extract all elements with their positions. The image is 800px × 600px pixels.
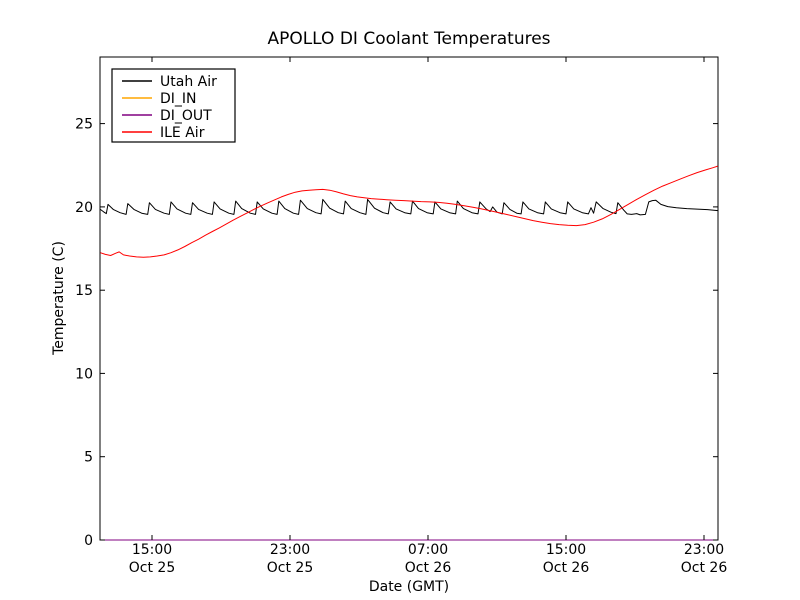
y-tick-label: 5: [84, 450, 93, 466]
x-axis-ticks: [151, 57, 705, 540]
y-tick-label: 0: [84, 533, 93, 549]
y-axis-title: Temperature (C): [51, 241, 67, 356]
legend-label-utah-air: Utah Air: [160, 74, 217, 90]
y-tick-label: 10: [75, 366, 93, 382]
x-tick-time: 07:00: [408, 542, 448, 558]
chart-title: APOLLO DI Coolant Temperatures: [267, 29, 550, 49]
legend-label-di-out: DI_OUT: [160, 108, 212, 124]
y-axis-tick-labels: 0 5 10 15 20 25: [75, 117, 93, 549]
series-line-ile-air: [100, 165, 718, 258]
y-axis-ticks: [100, 123, 718, 541]
x-tick-time: 15:00: [132, 542, 172, 558]
x-tick-date: Oct 26: [543, 560, 590, 576]
x-tick-date: Oct 25: [129, 560, 175, 576]
x-tick-date: Oct 26: [405, 560, 452, 576]
series-line-utah-air: [100, 198, 718, 216]
x-tick-date: Oct 26: [681, 560, 728, 576]
x-axis-tick-labels: 15:00 Oct 25 23:00 Oct 25 07:00 Oct 26 1…: [129, 542, 728, 576]
legend-item: ILE Air: [122, 125, 205, 141]
x-tick-date: Oct 25: [267, 560, 313, 576]
series-layer: [100, 165, 718, 541]
legend-item: DI_IN: [122, 91, 197, 107]
legend-item: Utah Air: [122, 74, 217, 90]
x-tick-time: 23:00: [270, 542, 310, 558]
legend-label-ile-air: ILE Air: [160, 125, 205, 141]
y-tick-label: 15: [75, 283, 93, 299]
x-axis-title: Date (GMT): [369, 579, 449, 595]
legend: Utah Air DI_IN DI_OUT ILE Air: [111, 68, 236, 143]
legend-label-di-in: DI_IN: [160, 91, 197, 107]
legend-item: DI_OUT: [122, 108, 212, 124]
x-tick-time: 15:00: [546, 542, 586, 558]
x-tick-time: 23:00: [684, 542, 724, 558]
y-tick-label: 20: [75, 200, 93, 216]
y-tick-label: 25: [75, 117, 93, 133]
